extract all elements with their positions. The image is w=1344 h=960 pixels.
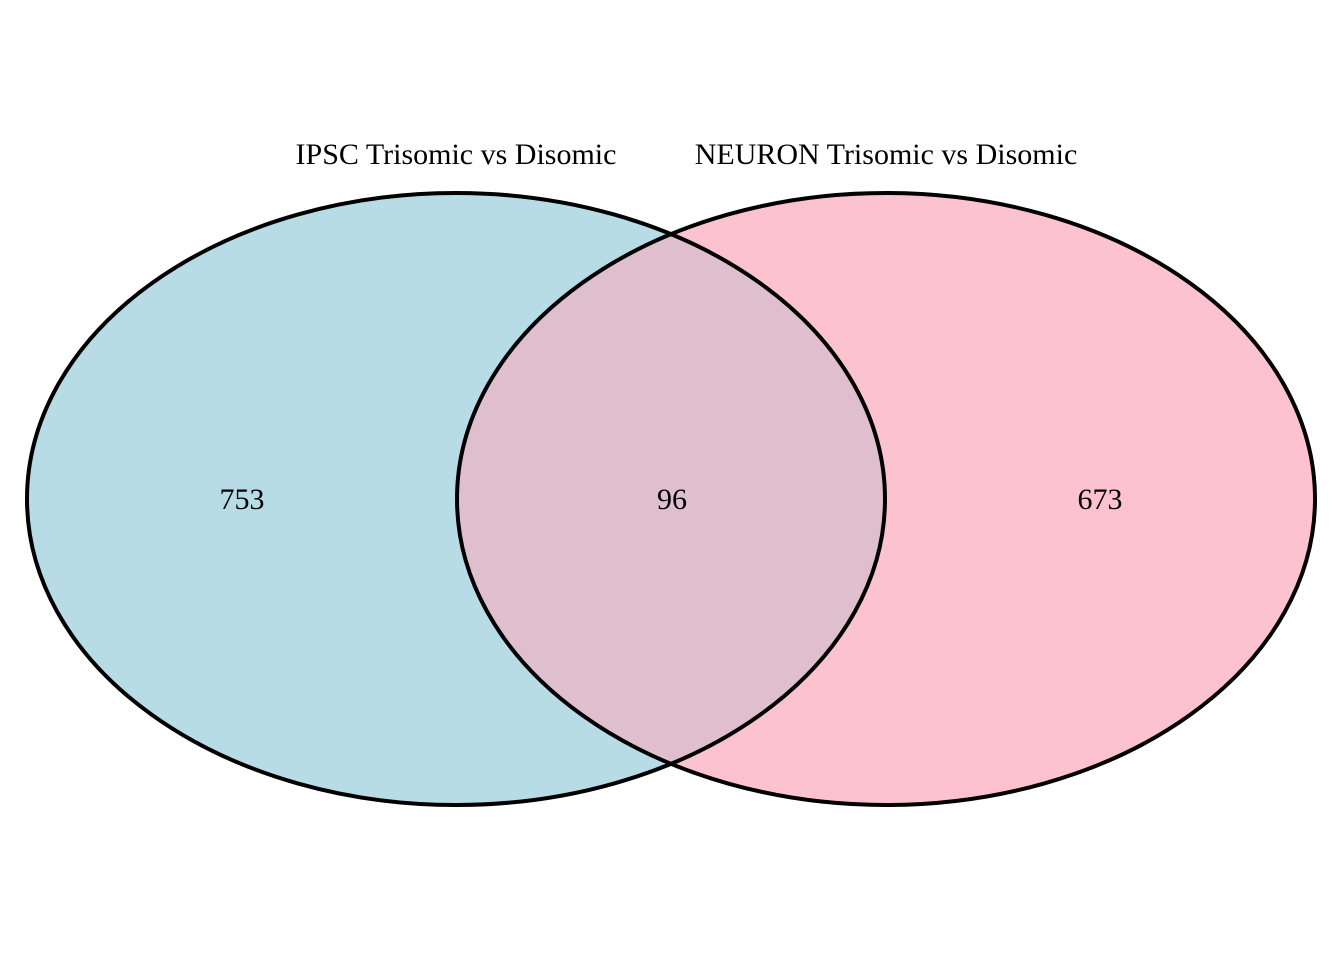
set-a-only-count: 753 — [220, 483, 265, 516]
set-b-outline — [455, 191, 1317, 807]
set-b-only-count: 673 — [1078, 483, 1123, 516]
intersection-count: 96 — [657, 483, 687, 516]
set-b-label: NEURON Trisomic vs Disomic — [695, 138, 1078, 171]
set-a-label: IPSC Trisomic vs Disomic — [296, 138, 617, 171]
intersection-fill — [457, 193, 885, 805]
set-a-outline — [25, 191, 887, 807]
